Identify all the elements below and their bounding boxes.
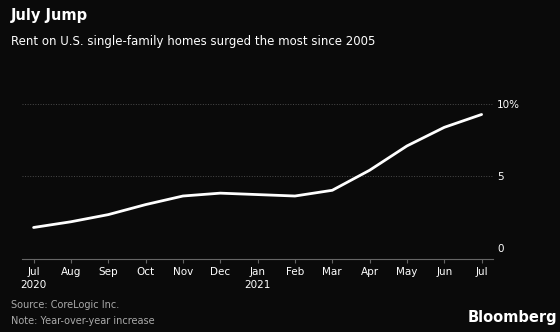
Text: Rent on U.S. single-family homes surged the most since 2005: Rent on U.S. single-family homes surged … — [11, 35, 376, 48]
Text: July Jump: July Jump — [11, 8, 88, 23]
Text: Note: Year-over-year increase: Note: Year-over-year increase — [11, 316, 155, 326]
Text: Bloomberg: Bloomberg — [468, 310, 557, 325]
Text: Source: CoreLogic Inc.: Source: CoreLogic Inc. — [11, 300, 119, 310]
